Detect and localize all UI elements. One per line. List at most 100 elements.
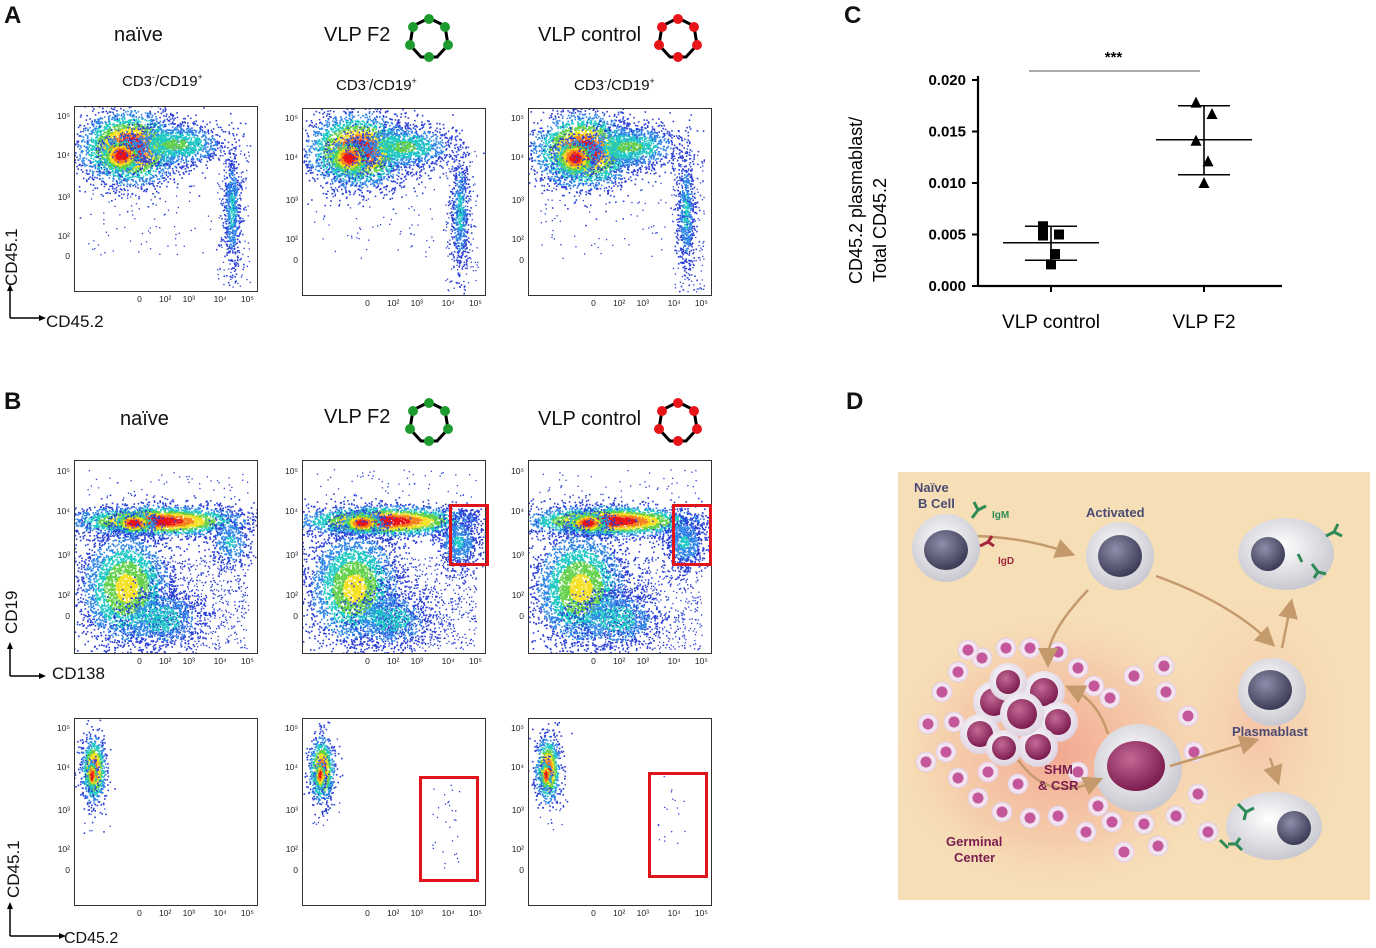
flow-x-tick-label: 10² xyxy=(613,298,625,308)
flow-y-tick-label: 0 xyxy=(519,255,524,265)
subtitle-a-vlp-control: CD3-/CD19+ xyxy=(574,76,655,94)
gate-b-vlp-f2-cd452 xyxy=(419,776,479,882)
flow-y-tick-label: 10² xyxy=(512,234,524,244)
x-tick-label: VLP control xyxy=(1002,312,1100,333)
flow-density-image xyxy=(303,721,461,869)
flow-x-tick-label: 0 xyxy=(137,908,142,918)
flow-y-tick-label: 10² xyxy=(58,590,70,600)
gc-small-cell-nucleus xyxy=(1128,670,1140,682)
flow-x-tick-label: 0 xyxy=(591,298,596,308)
gate-b-vlp-control-plasmablast xyxy=(672,504,712,566)
gc-small-cell-nucleus xyxy=(936,686,948,698)
vlp-control-icon xyxy=(654,398,702,446)
col-title-b-vlp-control: VLP control xyxy=(538,408,641,431)
chart-c: 0.000 0.005 0.010 0.015 0.020 CD45.2 plasmabl… xyxy=(846,49,1282,333)
y-tick-label: 0.000 xyxy=(928,278,966,295)
flow-y-tick-label: 10⁵ xyxy=(57,723,70,733)
flow-density-image xyxy=(529,109,705,293)
y-axis-label-line1: CD45.2 plasmablast/ xyxy=(846,117,866,284)
flow-y-tick-label: 10⁴ xyxy=(285,762,298,772)
flow-y-tick-label: 10³ xyxy=(512,550,524,560)
flow-density-image xyxy=(529,721,686,845)
col-title-vlp-control: VLP control xyxy=(538,24,641,47)
flow-x-tick-label: 10⁵ xyxy=(695,908,708,918)
subtitle-a-vlp-f2: CD3-/CD19+ xyxy=(336,76,417,94)
axis-arrows-a xyxy=(7,284,46,321)
axis-label-b-top-x: CD138 xyxy=(52,664,105,684)
label-igd: IgD xyxy=(998,556,1014,567)
flow-y-tick-label: 10⁴ xyxy=(511,506,524,516)
flow-x-tick-label: 10⁵ xyxy=(241,656,254,666)
flow-y-tick-label: 0 xyxy=(293,865,298,875)
flow-y-tick-label: 10² xyxy=(58,844,70,854)
flow-x-tick-label: 10⁴ xyxy=(214,294,227,304)
flow-y-tick-label: 10² xyxy=(512,844,524,854)
flow-x-tick-label: 10⁵ xyxy=(695,656,708,666)
flow-x-tick-label: 10⁴ xyxy=(442,908,455,918)
gc-small-cell-nucleus xyxy=(1024,642,1036,654)
flow-y-tick-label: 10⁴ xyxy=(57,150,70,160)
gc-small-cell-nucleus xyxy=(922,718,934,730)
data-point-square xyxy=(1046,259,1056,270)
label-germinal: Germinal xyxy=(946,834,1002,849)
gc-small-cell-nucleus xyxy=(1118,846,1130,858)
gc-small-cell-nucleus xyxy=(996,806,1008,818)
gc-small-cell-nucleus xyxy=(1160,686,1172,698)
flow-x-tick-label: 10⁴ xyxy=(442,298,455,308)
flow-x-tick-label: 10³ xyxy=(637,908,649,918)
flow-y-tick-label: 10² xyxy=(512,590,524,600)
gc-small-cell-nucleus xyxy=(1080,826,1092,838)
data-point-square xyxy=(1054,229,1064,240)
flow-x-tick-label: 10⁴ xyxy=(214,656,227,666)
data-point-square xyxy=(1050,249,1060,260)
axis-label-a-x: CD45.2 xyxy=(46,312,104,332)
axis-label-b-top-y: CD19 xyxy=(2,591,22,634)
gc-small-cell-nucleus xyxy=(1052,646,1064,658)
gc-small-cell-nucleus xyxy=(1024,812,1036,824)
flow-plot-a-vlp-f2 xyxy=(302,108,486,296)
flow-x-tick-label: 10⁵ xyxy=(241,294,254,304)
gc-small-cell-nucleus xyxy=(1138,818,1150,830)
flow-y-tick-label: 10⁵ xyxy=(285,723,298,733)
label-shm: SHM xyxy=(1044,762,1073,777)
flow-y-tick-label: 10² xyxy=(286,844,298,854)
flow-x-tick-label: 10⁵ xyxy=(469,656,482,666)
flow-y-tick-label: 10² xyxy=(58,231,70,241)
flow-x-tick-label: 10² xyxy=(387,908,399,918)
flow-y-tick-label: 10⁵ xyxy=(57,466,70,476)
y-axis-label-line2: Total CD45.2 xyxy=(870,178,890,282)
gc-small-cell-nucleus xyxy=(1202,826,1214,838)
gc-small-cell-nucleus xyxy=(972,792,984,804)
flow-y-tick-label: 10³ xyxy=(58,192,70,202)
subtitle-a-naive: CD3-/CD19+ xyxy=(122,72,203,90)
label-activated: Activated xyxy=(1086,505,1145,520)
flow-y-tick-label: 10⁴ xyxy=(285,506,298,516)
flow-plot-b-bottom-vlp-f2 xyxy=(302,718,486,906)
flow-x-tick-label: 10⁴ xyxy=(442,656,455,666)
axis-label-a-y: CD45.1 xyxy=(2,228,22,286)
flow-plot-b-top-naive xyxy=(74,460,258,654)
flow-density-image xyxy=(303,469,485,653)
flow-x-tick-label: 10⁴ xyxy=(214,908,227,918)
flow-y-tick-label: 10³ xyxy=(512,805,524,815)
flow-x-tick-label: 10² xyxy=(159,908,171,918)
flow-x-tick-label: 10² xyxy=(387,656,399,666)
axis-label-b-bottom-y: CD45.1 xyxy=(4,840,24,898)
gc-small-cell-nucleus xyxy=(1192,788,1204,800)
flow-x-tick-label: 10² xyxy=(159,656,171,666)
gc-small-cell-nucleus xyxy=(920,756,932,768)
flow-x-tick-label: 10³ xyxy=(411,298,423,308)
flow-y-tick-label: 10⁵ xyxy=(285,113,298,123)
b-cell-differentiation-diagram: Naïve B Cell IgM IgD Activated Plasmabla… xyxy=(898,472,1370,900)
col-title-b-vlp-f2: VLP F2 xyxy=(324,406,390,429)
flow-x-tick-label: 10² xyxy=(387,298,399,308)
flow-y-tick-label: 10⁴ xyxy=(511,152,524,162)
gc-small-cell-nucleus xyxy=(1092,800,1104,812)
label-b-cell: B Cell xyxy=(918,496,955,511)
flow-plot-a-naive xyxy=(74,106,258,292)
label-center: Center xyxy=(954,850,995,865)
gc-small-cell-nucleus xyxy=(1170,810,1182,822)
flow-x-tick-label: 10³ xyxy=(637,298,649,308)
axis-label-b-bottom-x: CD45.2 xyxy=(64,930,118,948)
flow-plot-b-bottom-naive xyxy=(74,718,258,906)
